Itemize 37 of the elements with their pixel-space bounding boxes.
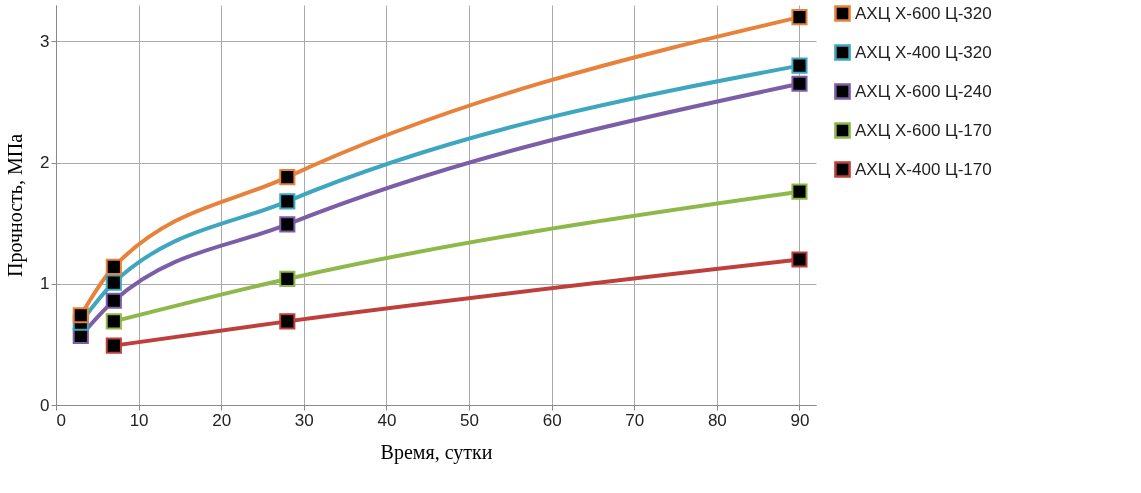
point: [791, 75, 808, 92]
x-tick-label: 80: [707, 410, 727, 430]
x-tick-label: 50: [460, 410, 479, 430]
point: [279, 216, 296, 233]
point: [791, 9, 808, 26]
x-axis-title: Время, сутки: [380, 440, 493, 464]
legend-label: АХЦ Х-400 Ц-320: [855, 42, 992, 62]
point: [72, 307, 89, 324]
x-tick-label: 0: [56, 410, 66, 430]
x-tick-label: 40: [377, 410, 397, 430]
y-tick-label: 2: [40, 153, 50, 173]
y-tick-label: 0: [40, 395, 50, 415]
point: [279, 193, 296, 210]
point: [279, 313, 296, 330]
y-tick-label: 1: [40, 274, 50, 294]
point: [105, 292, 122, 309]
legend-label: АХЦ Х-600 Ц-320: [855, 3, 992, 23]
legend-label: АХЦ Х-400 Ц-170: [855, 159, 992, 179]
point: [791, 251, 808, 268]
legend-label: АХЦ Х-600 Ц-240: [855, 81, 992, 101]
point: [105, 313, 122, 330]
point: [791, 183, 808, 200]
point: [279, 270, 296, 288]
x-tick-label: 20: [212, 410, 232, 430]
point: [105, 274, 122, 291]
y-axis-title: Прочность, МПа: [4, 133, 28, 278]
x-tick-label: 70: [625, 410, 645, 430]
point: [791, 57, 808, 74]
x-tick-label: 60: [542, 410, 562, 430]
point: [105, 337, 122, 354]
x-tick-label: 90: [790, 410, 810, 430]
legend-label: АХЦ Х-600 Ц-170: [855, 120, 992, 140]
point: [279, 169, 296, 186]
point: [105, 258, 122, 275]
x-tick-label: 10: [129, 410, 149, 430]
x-tick-label: 30: [294, 410, 314, 430]
y-tick-label: 3: [40, 31, 50, 51]
